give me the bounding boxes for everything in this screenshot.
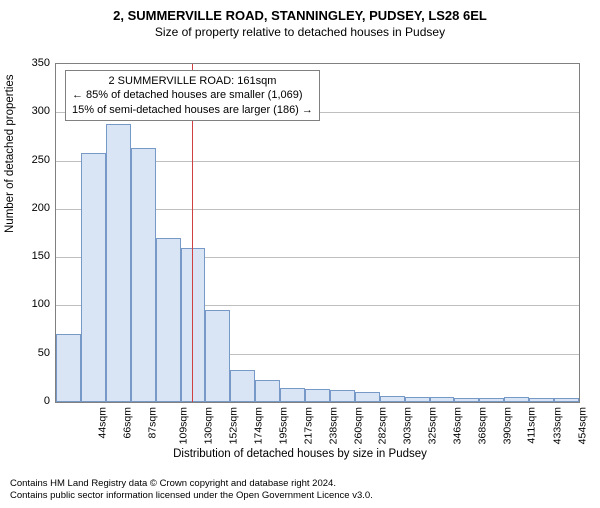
histogram-bar	[230, 370, 255, 402]
histogram-bar	[205, 310, 230, 402]
copyright-line-2: Contains public sector information licen…	[10, 490, 373, 502]
y-axis-label: Number of detached properties	[4, 74, 16, 233]
page-title: 2, SUMMERVILLE ROAD, STANNINGLEY, PUDSEY…	[0, 8, 600, 23]
x-tick-label: 390sqm	[501, 407, 513, 444]
histogram-bar	[156, 238, 181, 402]
annotation-box: 2 SUMMERVILLE ROAD: 161sqm← 85% of detac…	[65, 70, 320, 121]
histogram-bar	[131, 148, 156, 402]
histogram-bar	[479, 398, 504, 402]
y-tick-label: 50	[20, 347, 50, 359]
histogram-bar	[430, 397, 455, 402]
x-tick-label: 66sqm	[122, 407, 134, 439]
y-tick-label: 0	[20, 395, 50, 407]
x-tick-label: 217sqm	[302, 407, 314, 444]
histogram-bar	[81, 153, 106, 402]
y-tick-label: 350	[20, 57, 50, 69]
x-tick-label: 454sqm	[576, 407, 588, 444]
x-tick-label: 44sqm	[97, 407, 109, 439]
y-tick-label: 100	[20, 298, 50, 310]
copyright-line-1: Contains HM Land Registry data © Crown c…	[10, 478, 373, 490]
x-tick-label: 282sqm	[377, 407, 389, 444]
histogram-bar	[380, 396, 405, 402]
x-tick-label: 368sqm	[476, 407, 488, 444]
y-tick-label: 200	[20, 202, 50, 214]
page-subtitle: Size of property relative to detached ho…	[0, 25, 600, 39]
x-tick-label: 130sqm	[202, 407, 214, 444]
x-tick-label: 109sqm	[178, 407, 190, 444]
x-tick-label: 87sqm	[147, 407, 159, 439]
x-tick-label: 260sqm	[352, 407, 364, 444]
histogram-bar	[280, 388, 305, 402]
x-tick-label: 346sqm	[451, 407, 463, 444]
histogram-bar	[106, 124, 131, 402]
x-tick-label: 238sqm	[327, 407, 339, 444]
x-tick-label: 152sqm	[227, 407, 239, 444]
histogram-bar	[305, 389, 330, 402]
histogram-bar	[56, 334, 81, 402]
x-tick-label: 195sqm	[277, 407, 289, 444]
histogram-bar	[181, 248, 206, 403]
x-tick-label: 174sqm	[252, 407, 264, 444]
y-tick-label: 300	[20, 105, 50, 117]
histogram-bar	[454, 398, 479, 402]
histogram-bar	[255, 380, 280, 402]
histogram-bar	[405, 397, 430, 402]
x-tick-label: 303sqm	[402, 407, 414, 444]
x-tick-label: 433sqm	[551, 407, 563, 444]
histogram-bar	[554, 398, 579, 402]
x-tick-label: 325sqm	[427, 407, 439, 444]
annotation-line: 2 SUMMERVILLE ROAD: 161sqm	[72, 74, 313, 88]
x-tick-label: 411sqm	[525, 407, 537, 444]
histogram-bar	[529, 398, 554, 402]
y-tick-label: 150	[20, 250, 50, 262]
y-tick-label: 250	[20, 154, 50, 166]
copyright-notice: Contains HM Land Registry data © Crown c…	[10, 478, 373, 502]
x-axis-label: Distribution of detached houses by size …	[0, 448, 600, 460]
histogram-bar	[330, 390, 355, 402]
histogram-bar	[504, 397, 529, 402]
annotation-line: 15% of semi-detached houses are larger (…	[72, 103, 313, 117]
histogram-bar	[355, 392, 380, 402]
annotation-line: ← 85% of detached houses are smaller (1,…	[72, 88, 313, 102]
